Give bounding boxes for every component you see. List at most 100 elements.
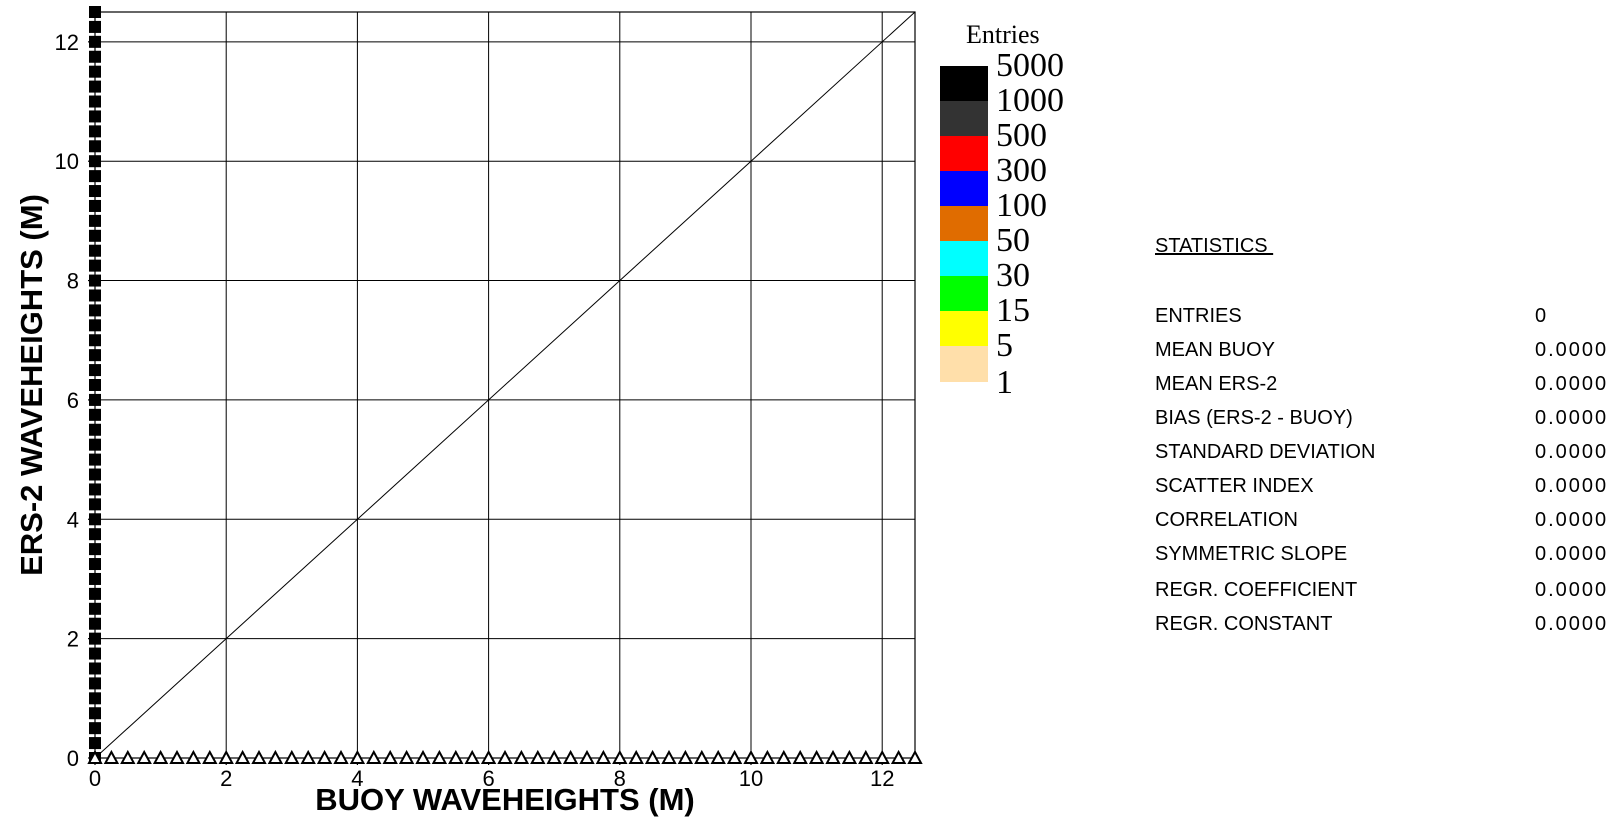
- statistics-value: 0.0000: [1535, 579, 1609, 601]
- x-tick-label: 10: [739, 766, 763, 791]
- y-axis-square-marker: [89, 453, 101, 466]
- legend-level: 500: [940, 118, 1070, 172]
- y-axis-square-marker: [89, 125, 101, 138]
- statistics-value: 0.0000: [1535, 475, 1609, 497]
- x-axis-triangle-marker: [841, 749, 858, 764]
- y-axis-square-marker: [89, 543, 101, 556]
- x-axis-triangle-marker: [677, 749, 694, 764]
- x-axis-triangle-marker: [415, 749, 431, 764]
- y-axis-square-marker: [89, 438, 101, 451]
- y-axis-square-marker: [89, 602, 101, 615]
- x-axis-triangle-marker: [530, 749, 546, 764]
- y-axis-square-marker: [89, 334, 101, 347]
- y-axis-square-marker: [89, 140, 101, 153]
- statistics-label: BIAS (ERS-2 - BUOY): [1155, 407, 1353, 429]
- x-axis-triangle-marker: [890, 749, 907, 764]
- y-tick-labels: 0 2 4 6 8 10 12: [55, 30, 79, 771]
- statistics-label: REGR. COEFFICIENT: [1155, 579, 1358, 601]
- y-axis-square-marker: [89, 259, 101, 272]
- legend-swatch: [940, 346, 988, 382]
- y-axis-square-marker: [89, 110, 101, 123]
- x-axis-triangle-marker: [743, 749, 759, 764]
- statistics-label: SCATTER INDEX: [1155, 475, 1314, 497]
- x-tick-label: 8: [614, 766, 626, 791]
- x-axis-triangle-marker: [333, 749, 349, 764]
- x-axis-triangle-marker: [103, 749, 120, 764]
- x-axis-triangle-marker: [300, 749, 316, 764]
- legend-swatch: [940, 66, 988, 102]
- x-axis-triangle-marker: [792, 749, 808, 764]
- y-axis-square-marker: [89, 185, 101, 198]
- x-axis-triangle-marker: [349, 749, 366, 764]
- x-axis-triangle-marker: [907, 749, 923, 764]
- statistics-row: STANDARD DEVIATION 0.0000: [1155, 441, 1615, 471]
- y-axis-square-marker: [89, 483, 101, 496]
- statistics-label: CORRELATION: [1155, 509, 1298, 531]
- legend-label: 1000: [996, 82, 1064, 119]
- x-axis-triangle-marker: [759, 749, 776, 764]
- x-tick-label: 0: [89, 766, 101, 791]
- x-axis-triangle-marker: [316, 749, 333, 764]
- x-axis-title: BUOY WAVEHEIGHTS (M): [315, 782, 694, 817]
- x-axis-triangle-marker: [480, 749, 497, 764]
- x-axis-triangle-marker: [169, 749, 185, 764]
- statistics-value: 0.0000: [1535, 407, 1609, 429]
- y-axis-square-marker: [89, 20, 101, 33]
- y-axis-square-marker: [89, 498, 101, 511]
- y-axis-square-marker: [89, 349, 101, 362]
- y-axis-square-marker: [89, 6, 101, 18]
- y-axis-square-marker: [89, 408, 101, 421]
- legend-label: 15: [996, 292, 1030, 329]
- legend-level: 300: [940, 153, 1070, 207]
- legend-swatch: [940, 206, 988, 242]
- y-tick-label: 10: [55, 149, 79, 174]
- legend-level: 100: [940, 188, 1070, 242]
- x-tick-label: 2: [220, 766, 232, 791]
- statistics-label: MEAN BUOY: [1155, 339, 1276, 361]
- y-axis-square-marker: [89, 722, 101, 735]
- x-axis-triangle-marker: [464, 749, 480, 764]
- x-tick-label: 12: [870, 766, 894, 791]
- statistics-value: 0: [1535, 305, 1549, 327]
- x-axis-triangle-marker: [251, 749, 267, 764]
- x-axis-triangle-marker: [562, 749, 579, 764]
- x-axis-triangle-marker: [185, 749, 202, 764]
- y-axis-square-marker: [89, 393, 101, 406]
- statistics-row: CORRELATION 0.0000: [1155, 509, 1615, 539]
- legend-level: 50: [940, 223, 1070, 277]
- x-axis-triangle-marker: [284, 749, 300, 764]
- x-axis-triangle-marker: [398, 749, 415, 764]
- scatter-density-plot: 0 2 4 6 8 10 12 0 2 4 6 8 10 12 BUOY WAVEHEIGHTS (M)…: [14, 6, 923, 817]
- y-axis-square-marker: [89, 677, 101, 690]
- x-axis-triangle-marker: [661, 749, 677, 764]
- statistics-title: STATISTICS: [1155, 235, 1274, 257]
- legend-swatch: [940, 136, 988, 172]
- y-axis-square-marker: [89, 632, 101, 645]
- x-axis-triangle-marker: [776, 749, 792, 764]
- x-axis-triangle-marker: [612, 749, 628, 764]
- y-axis-square-marker: [89, 229, 101, 242]
- y-tick-label: 0: [67, 746, 79, 771]
- y-axis-square-marker: [89, 379, 101, 391]
- statistics-row: REGR. COEFFICIENT 0.0000: [1155, 579, 1615, 609]
- y-axis-square-marker: [89, 244, 101, 257]
- y-axis-square-marker: [89, 65, 101, 78]
- x-axis-triangle-markers: [87, 749, 923, 764]
- y-axis-square-marker: [89, 587, 101, 600]
- x-axis-triangle-marker: [595, 749, 612, 764]
- y-tick-label: 12: [55, 30, 79, 55]
- legend-level: 1: [940, 365, 1070, 419]
- x-axis-triangle-marker: [218, 749, 234, 764]
- x-axis-triangle-marker: [366, 749, 382, 764]
- y-axis-square-marker: [89, 199, 101, 212]
- legend-swatch: [940, 171, 988, 207]
- x-axis-triangle-marker: [448, 749, 464, 764]
- x-axis-triangle-marker: [497, 749, 513, 764]
- x-axis-triangle-marker: [267, 749, 284, 764]
- x-axis-triangle-marker: [579, 749, 595, 764]
- statistics-label: REGR. CONSTANT: [1155, 613, 1333, 635]
- x-axis-triangle-marker: [858, 749, 874, 764]
- statistics-row: ENTRIES 0: [1155, 305, 1615, 335]
- x-axis-triangle-marker: [234, 749, 251, 764]
- x-tick-labels: 0 2 4 6 8 10 12: [89, 766, 895, 791]
